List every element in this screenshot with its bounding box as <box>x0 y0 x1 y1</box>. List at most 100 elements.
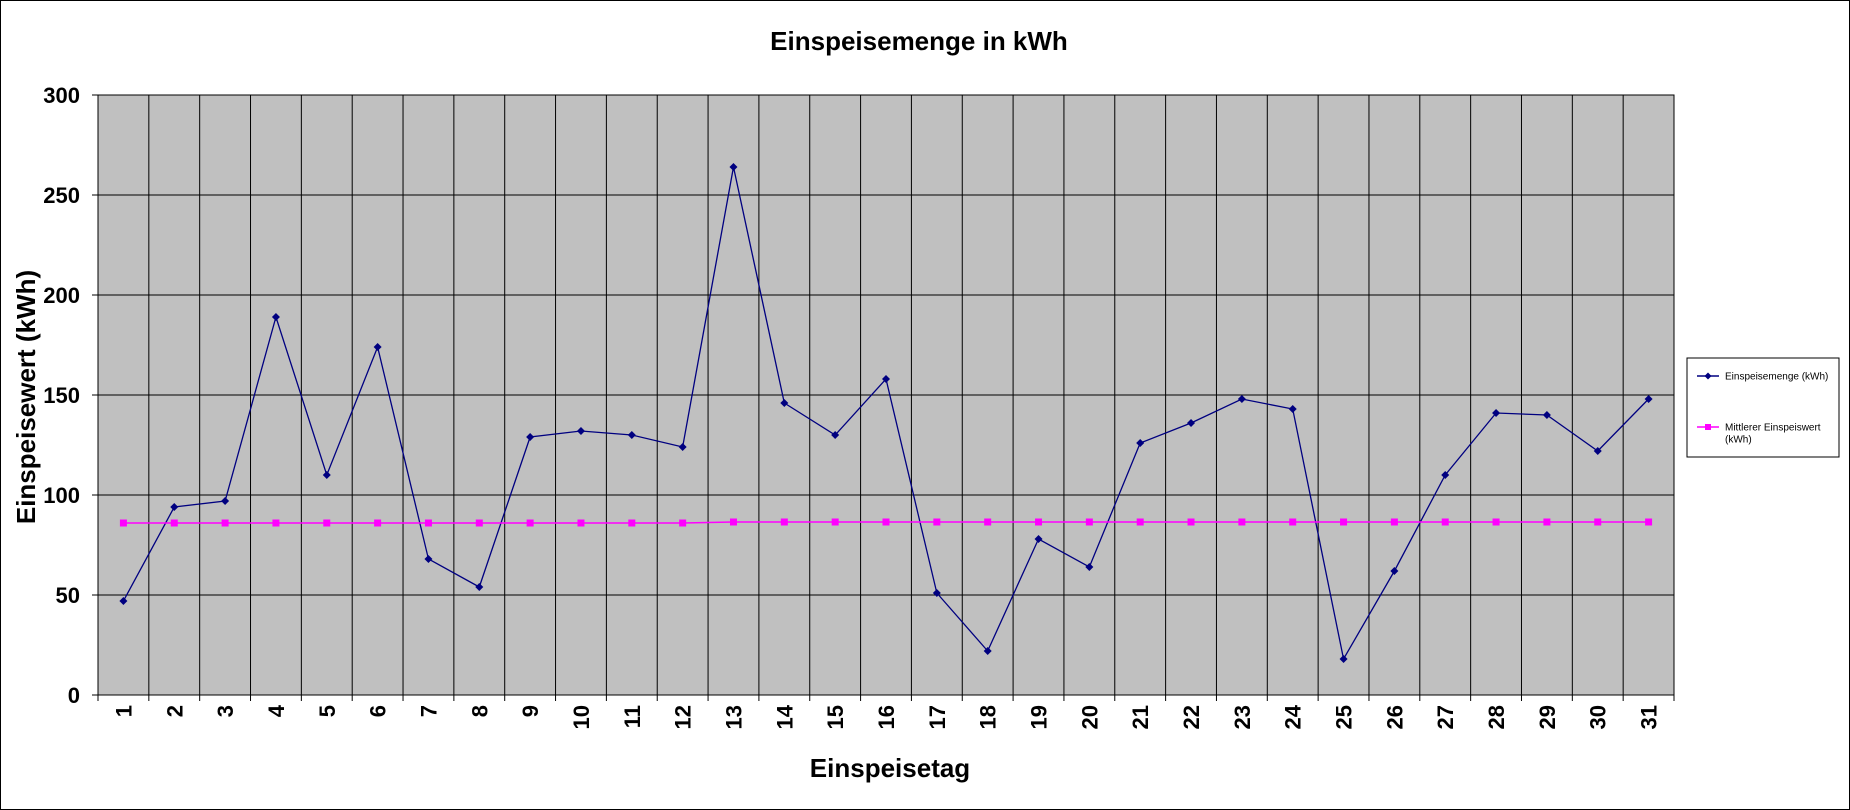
x-tick-label: 17 <box>925 705 950 729</box>
data-point <box>221 519 229 527</box>
data-point <box>678 443 687 451</box>
data-point <box>373 343 382 351</box>
data-point <box>1034 535 1043 543</box>
data-point <box>729 518 737 526</box>
data-point <box>475 519 483 527</box>
data-point <box>983 647 992 655</box>
data-point <box>170 503 179 511</box>
data-point <box>1035 518 1043 526</box>
legend: Einspeisemenge (kWh) Mittlerer Einspeiswe… <box>1686 357 1840 458</box>
data-point <box>628 519 636 527</box>
y-tick-label: 50 <box>56 583 80 608</box>
data-point <box>780 518 788 526</box>
x-tick-label: 26 <box>1382 705 1407 729</box>
x-tick-label: 15 <box>823 705 848 729</box>
data-point <box>1390 518 1398 526</box>
data-point <box>1187 518 1195 526</box>
x-tick-label: 5 <box>315 705 340 717</box>
data-point <box>1594 518 1602 526</box>
data-point <box>272 519 280 527</box>
x-tick-label: 30 <box>1586 705 1611 729</box>
data-point <box>119 597 128 605</box>
data-point <box>984 518 992 526</box>
x-tick-label: 6 <box>366 705 391 717</box>
y-tick-label: 150 <box>43 383 80 408</box>
data-point <box>1441 518 1449 526</box>
legend-box <box>1686 357 1840 458</box>
data-point <box>831 518 839 526</box>
data-point <box>526 433 535 441</box>
data-point <box>882 375 890 383</box>
y-tick-label: 100 <box>43 483 80 508</box>
data-point <box>526 519 534 527</box>
data-point <box>679 519 687 527</box>
data-point <box>1340 518 1348 526</box>
data-point <box>882 518 890 526</box>
data-point <box>424 519 432 527</box>
data-point <box>1492 518 1500 526</box>
data-point <box>1542 411 1551 419</box>
data-point <box>323 519 331 527</box>
x-tick-label: 28 <box>1484 705 1509 729</box>
x-tick-label: 16 <box>874 705 899 729</box>
x-tick-label: 25 <box>1332 705 1357 729</box>
data-point <box>576 427 585 435</box>
x-tick-label: 14 <box>772 704 797 729</box>
data-point <box>1543 518 1551 526</box>
x-tick-label: 2 <box>162 705 187 717</box>
y-axis-ticks: 0 50 100 150 200 250 300 <box>43 83 98 708</box>
y-tick-label: 300 <box>43 83 80 108</box>
legend-marker <box>1704 372 1712 380</box>
y-axis-title: Einspeisewert (kWh) <box>11 270 41 524</box>
x-axis-ticks: 1 2 3 4 5 6 7 8 9 10 11 12 13 14 15 16 17 18 19 20 21 22 23 24 2… <box>97 695 1675 729</box>
data-point <box>1085 563 1094 571</box>
x-axis-title: Einspeisetag <box>810 753 970 783</box>
x-tick-label: 21 <box>1128 705 1153 729</box>
data-point <box>1136 439 1145 447</box>
legend-marker <box>1705 424 1711 430</box>
y-tick-label: 250 <box>43 183 80 208</box>
data-point <box>1593 447 1602 455</box>
data-point <box>831 431 840 439</box>
data-point <box>1339 655 1348 663</box>
data-point <box>119 519 127 527</box>
legend-label: Einspeisemenge (kWh) <box>1725 372 1828 383</box>
data-point <box>627 431 636 439</box>
data-point <box>1492 409 1501 417</box>
x-tick-label: 12 <box>671 705 696 729</box>
x-tick-label: 27 <box>1433 705 1458 729</box>
x-tick-label: 20 <box>1077 705 1102 729</box>
x-tick-label: 11 <box>620 705 645 728</box>
data-point <box>170 519 178 527</box>
x-tick-label: 8 <box>467 705 492 717</box>
data-point <box>1644 395 1653 403</box>
legend-label: Mittlerer Einspeiswert <box>1725 423 1821 434</box>
x-tick-label: 1 <box>111 705 136 717</box>
data-point <box>322 471 331 479</box>
data-point <box>221 497 230 505</box>
x-tick-label: 31 <box>1637 705 1662 729</box>
data-point <box>1645 518 1653 526</box>
data-point <box>933 518 941 526</box>
data-point <box>475 583 484 591</box>
legend-label: (kWh) <box>1725 435 1752 446</box>
data-point <box>374 519 382 527</box>
data-point <box>1187 419 1196 427</box>
data-point <box>271 313 280 321</box>
data-point <box>1289 518 1297 526</box>
data-point <box>780 399 789 407</box>
x-tick-label: 10 <box>569 705 594 729</box>
data-point <box>1238 518 1246 526</box>
data-point <box>1136 518 1144 526</box>
data-point <box>1390 567 1399 575</box>
data-point <box>932 589 941 597</box>
x-tick-label: 18 <box>976 705 1001 729</box>
x-tick-label: 23 <box>1230 705 1255 729</box>
data-point <box>1085 518 1093 526</box>
data-point <box>1288 405 1297 413</box>
data-point <box>729 163 738 171</box>
x-tick-label: 13 <box>721 705 746 729</box>
data-point <box>1237 395 1246 403</box>
y-tick-label: 0 <box>68 683 80 708</box>
